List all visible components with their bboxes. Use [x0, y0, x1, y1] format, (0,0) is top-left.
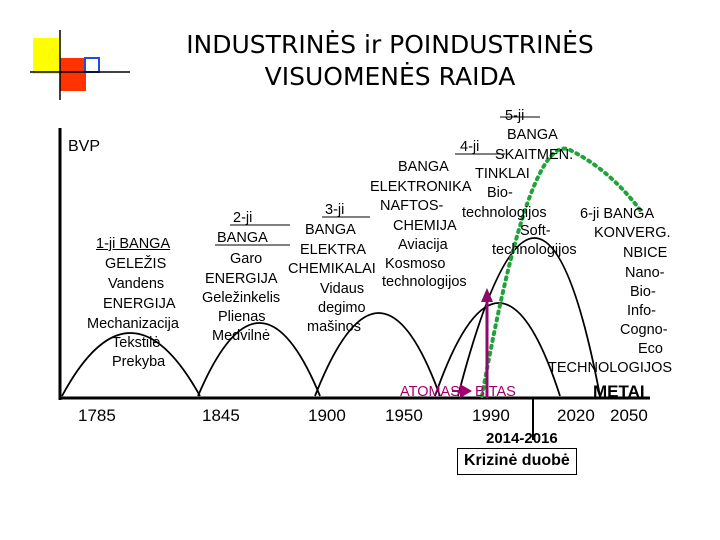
wave-3-title-line-1: 3-ji: [325, 202, 345, 218]
wave-1-item: Tekstilė: [112, 335, 161, 351]
wave-1-item: Vandens: [108, 276, 165, 292]
wave-5-item: SKAITMEN.: [495, 147, 574, 163]
wave-4-item: NAFTOS-: [380, 198, 444, 214]
wave-1-title: 1-ji BANGA: [96, 236, 171, 252]
wave-3-curve: [314, 312, 441, 397]
wave-1-item: ENERGIJA: [103, 296, 176, 312]
wave-2-title-line-2: BANGA: [217, 230, 268, 246]
wave-6-title-line-1: 6-ji BANGA: [580, 206, 655, 222]
wave-6-item: Info-: [627, 303, 657, 319]
year-label: 2050: [610, 406, 648, 425]
year-label: 1900: [308, 406, 346, 425]
x-axis-label: METAI: [593, 382, 645, 401]
wave-1-curve: [61, 332, 201, 397]
page-title-line-2: VISUOMENĖS RAIDA: [264, 62, 516, 91]
crisis-period: 2014-2016: [486, 430, 558, 447]
wave-4-item: Aviacija: [398, 237, 448, 253]
wave-6-item: Bio-: [630, 284, 656, 300]
wave-3-item: degimo: [318, 300, 366, 316]
wave-3-title-line-2: BANGA: [305, 222, 356, 238]
wave-5-title-line-2: BANGA: [507, 127, 558, 143]
wave-3-item: ELEKTRA: [300, 242, 367, 258]
wave-5-item: technologijos: [462, 205, 547, 221]
year-label: 1845: [202, 406, 240, 425]
wave-2-item: Medvilnė: [212, 328, 271, 344]
marker-arrowhead: [481, 288, 493, 302]
wave-1-item: Prekyba: [112, 354, 166, 370]
wave-2-item: Plienas: [218, 309, 266, 325]
wave-4-item: technologijos: [382, 274, 467, 290]
decor-blue-square: [84, 57, 100, 73]
y-axis-label: BVP: [68, 138, 101, 155]
wave-4-title-line-1: 4-ji: [460, 139, 480, 155]
wave-1-item: Mechanizacija: [87, 316, 179, 332]
wave-3-item: CHEMIKALAI: [288, 261, 376, 277]
wave-4-item: Kosmoso: [385, 256, 446, 272]
decor-yellow-square: [33, 38, 61, 74]
transition-to-label: BITAS: [475, 384, 516, 400]
year-label: 2020: [557, 406, 595, 425]
transition-from-label: ATOMAS: [400, 384, 460, 400]
wave-2-item: Garo: [230, 251, 263, 267]
wave-1-item: GELEŽIS: [105, 256, 167, 272]
wave-4-curve: [434, 302, 561, 397]
wave-6-dotted-curve: [480, 146, 642, 398]
page-title-line-1: INDUSTRINĖS ir POINDUSTRINĖS: [186, 30, 594, 59]
wave-6-item: Eco: [638, 341, 663, 357]
wave-2-title-line-1: 2-ji: [233, 210, 253, 226]
year-label: 1990: [472, 406, 510, 425]
wave-3-item: mašinos: [307, 319, 361, 335]
wave-6-title-line-2: KONVERG.: [594, 225, 671, 241]
wave-2-curve: [197, 322, 321, 397]
wave-5-item: Bio-: [487, 185, 513, 201]
year-label: 1785: [78, 406, 116, 425]
wave-5-item: Soft-: [520, 223, 551, 239]
wave-4-title-line-2: BANGA: [398, 159, 449, 175]
wave-6-item: Nano-: [625, 265, 665, 281]
wave-2-item: ENERGIJA: [205, 271, 278, 287]
wave-6-item: TECHNOLOGIJOS: [548, 360, 673, 376]
decor-red-square: [60, 58, 86, 91]
wave-6-item: NBICE: [623, 245, 668, 261]
transition-arrow-icon: [460, 384, 472, 398]
wave-2-item: Geležinkelis: [202, 290, 281, 306]
wave-4-item: CHEMIJA: [393, 218, 457, 234]
wave-6-item: Cogno-: [620, 322, 668, 338]
wave-4-item: ELEKTRONIKA: [370, 179, 472, 195]
wave-5-curve: [457, 237, 601, 397]
year-label: 1950: [385, 406, 423, 425]
wave-5-title-line-1: 5-ji: [505, 108, 525, 124]
wave-3-item: Vidaus: [320, 281, 365, 297]
crisis-label-box: Krizinė duobė: [457, 448, 577, 475]
wave-5-item: technologijos: [492, 242, 577, 258]
wave-5-item: TINKLAI: [475, 166, 530, 182]
